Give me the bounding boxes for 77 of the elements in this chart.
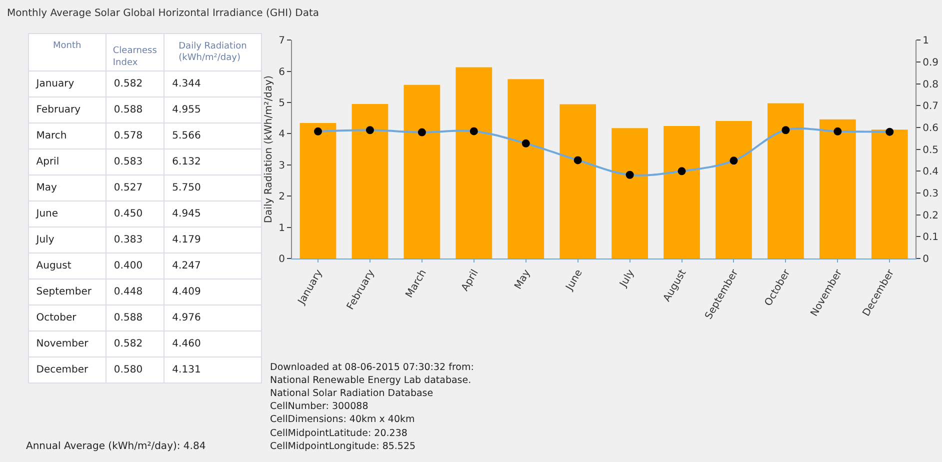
text: CellMidpointLongitude: 85.525 [270,441,416,452]
data-label: 0.588 [114,104,143,116]
bar [508,79,544,258]
data-label: 0.578 [114,130,143,142]
data-label: 0.527 [114,182,143,194]
y-tick-label: 1 [278,222,286,234]
category-label: December [36,364,90,376]
y2-tick-label: 0.3 [922,188,939,200]
y-tick-label: 4 [278,129,286,140]
data-label: 4.131 [172,364,201,376]
y2-tick-label: 0 [922,254,929,265]
category-label: May [36,182,58,194]
text: Annual Average (kWh/m²/day): 4.84 [26,441,206,452]
text: CellNumber: 300088 [270,401,368,412]
y2-tick-label: 0.4 [922,166,939,178]
y-tick-label: 5 [278,98,286,110]
series-label: Daily Radiation (kWh/m²/day) [178,41,247,64]
data-label: 0.400 [114,260,143,272]
bar [456,67,492,258]
text: CellMidpointLatitude: 20.238 [270,428,408,439]
data-label: 5.750 [172,182,201,194]
y2-tick-label: 0.9 [922,57,939,68]
data-label: 4.976 [172,312,201,324]
data-label: 4.409 [172,286,201,298]
category-label: April [36,156,60,168]
bar [612,128,648,258]
bar [819,119,856,258]
data-label: 0.383 [114,234,143,246]
bar [664,126,700,258]
data-label: 4.247 [172,260,201,272]
y2-tick-label: 0.8 [922,79,939,90]
y-axis-title: Daily Radiation (kWh/m²/day) [264,75,275,224]
category-label: June [35,208,58,220]
data-label: 5.566 [172,130,201,142]
data-label: 0.583 [114,156,143,168]
category-label: November [36,338,90,350]
y2-tick-label: 0.1 [922,232,939,244]
y-tick-label: 2 [278,192,286,203]
bar [352,104,388,258]
data-label: 4.955 [172,104,201,116]
y-tick-label: 7 [278,36,286,47]
data-label: 0.580 [114,364,143,376]
text: CellDimensions: 40km x 40km [270,414,415,425]
text: National Solar Radiation Database [270,388,434,399]
y-tick-label: 6 [278,66,286,78]
y2-tick-label: 0.2 [922,210,939,222]
data-label: 6.132 [172,156,201,168]
bar [560,104,596,258]
text: Month [52,41,82,52]
text: National Renewable Energy Lab database. [270,375,472,386]
data-label: 0.582 [114,78,143,90]
data-label: 0.588 [114,312,143,324]
data-label: 4.179 [172,234,201,246]
category-label: July [35,234,54,246]
text: Monthly Average Solar Global Horizontal Irradiance (GHI) Data [7,8,320,19]
category-label: March [36,130,67,142]
data-label: 4.344 [172,78,201,90]
category-label: January [35,78,74,90]
data-label: 4.945 [172,208,201,220]
data-label: 0.450 [114,208,143,220]
y-tick-label: 3 [278,160,286,172]
bar [404,84,440,258]
data-label: 0.448 [114,286,143,298]
y2-tick-label: 0.6 [922,122,939,134]
bar [768,103,804,258]
bar [871,130,908,258]
series-label: Clearness Index [112,46,158,68]
category-label: February [36,104,81,116]
bar [300,123,336,258]
data-label: 0.582 [114,338,143,350]
y2-tick-label: 0.5 [922,144,939,156]
y-tick-label: 0 [278,254,286,265]
data-label: 4.460 [172,338,201,350]
bar [716,120,752,258]
text: Downloaded at 08-06-2015 07:30:32 from: [270,362,474,373]
y2-tick-label: 0.7 [922,101,939,112]
y2-tick-label: 1 [922,36,929,47]
